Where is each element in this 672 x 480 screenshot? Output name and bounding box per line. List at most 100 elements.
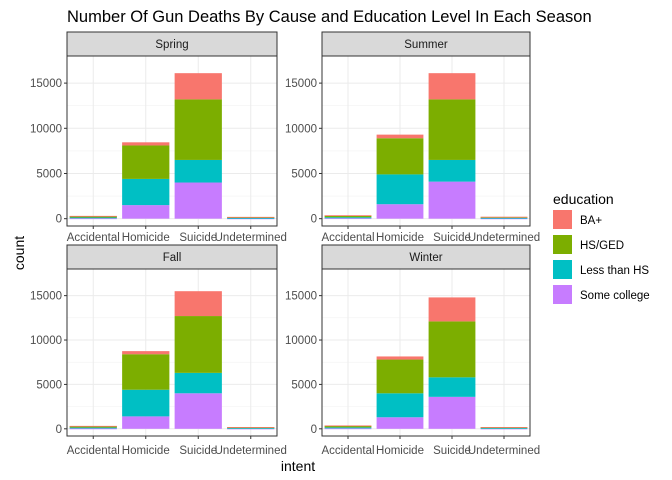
legend-key-ba- [553, 210, 572, 229]
facet-strip [66, 31, 278, 57]
bar-undetermined-less-than-hs [227, 428, 275, 429]
bar-accidental-ba- [324, 425, 372, 427]
bar-suicide-hs-ged [174, 316, 222, 373]
x-tick-label: Undetermined [215, 232, 287, 244]
bar-undetermined-some-college [480, 428, 528, 430]
bar-homicide-some-college [376, 417, 424, 429]
bar-homicide-hs-ged [376, 138, 424, 175]
facet-strip-label: Spring [155, 39, 188, 51]
bar-suicide-some-college [174, 393, 222, 429]
x-tick-label: Suicide [433, 445, 471, 457]
y-axis-label: count [11, 236, 27, 270]
bar-homicide-hs-ged [376, 359, 424, 394]
x-tick-label: Suicide [433, 232, 471, 244]
bar-accidental-some-college [324, 428, 372, 430]
bar-suicide-hs-ged [428, 321, 476, 378]
bar-suicide-some-college [174, 182, 222, 219]
bar-undetermined-some-college [227, 428, 275, 430]
panel-background [322, 56, 530, 226]
x-tick-label: Accidental [67, 445, 120, 457]
bar-homicide-some-college [122, 416, 170, 429]
bar-accidental-ba- [69, 215, 117, 217]
bar-undetermined-ba- [227, 216, 275, 218]
panel-border [321, 55, 531, 227]
y-tick-label: 5000 [36, 168, 62, 180]
legend-label: HS/GED [580, 240, 624, 252]
y-tick-label: 15000 [30, 291, 62, 303]
bar-undetermined-ba- [480, 427, 528, 428]
facet-panel-spring: Spring 0 5000 10000 15000 Accidental Homicide S… [30, 31, 287, 244]
bar-homicide-less-than-hs [376, 174, 424, 205]
x-tick-label: Suicide [179, 232, 217, 244]
bar-homicide-ba- [122, 142, 170, 146]
x-tick-label: Undetermined [215, 445, 287, 457]
bar-accidental-hs-ged [69, 216, 117, 218]
bar-accidental-ba- [324, 215, 372, 217]
y-tick-label: 15000 [285, 291, 317, 303]
bar-accidental-some-college [69, 428, 117, 430]
bar-suicide-ba- [428, 297, 476, 322]
bar-suicide-less-than-hs [428, 377, 476, 397]
legend-key-some-college [553, 285, 572, 304]
y-tick-label: 10000 [285, 123, 317, 135]
bar-suicide-hs-ged [174, 99, 222, 160]
facet-strip-label: Winter [409, 252, 442, 264]
x-tick-label: Accidental [321, 232, 374, 244]
bar-undetermined-less-than-hs [227, 217, 275, 219]
y-tick-label: 15000 [285, 78, 317, 90]
bar-accidental-less-than-hs [324, 427, 372, 429]
legend-label: Less than HS [580, 265, 649, 277]
legend-key-less-than-hs [553, 260, 572, 279]
x-tick-label: Undetermined [468, 445, 540, 457]
bar-suicide-less-than-hs [428, 159, 476, 182]
bar-undetermined-ba- [227, 427, 275, 428]
y-tick-label: 10000 [30, 335, 62, 347]
legend-label: BA+ [580, 215, 602, 227]
bar-undetermined-less-than-hs [480, 217, 528, 219]
bar-suicide-hs-ged [428, 99, 476, 160]
bar-accidental-some-college [324, 218, 372, 220]
facet-strip [66, 244, 278, 270]
bar-accidental-hs-ged [324, 215, 372, 218]
bar-undetermined-some-college [227, 218, 275, 220]
chart-title: Number Of Gun Deaths By Cause and Educat… [67, 8, 592, 26]
y-tick-label: 10000 [285, 335, 317, 347]
x-tick-label: Accidental [321, 445, 374, 457]
legend-title: education [553, 191, 614, 207]
bar-homicide-ba- [376, 134, 424, 139]
bar-suicide-ba- [174, 291, 222, 317]
x-axis-label: intent [281, 458, 315, 474]
panel-background [67, 269, 277, 436]
bar-suicide-ba- [174, 73, 222, 100]
bar-accidental-hs-ged [69, 426, 117, 428]
bar-homicide-less-than-hs [122, 389, 170, 417]
bar-accidental-less-than-hs [69, 427, 117, 429]
bar-accidental-hs-ged [324, 425, 372, 428]
panel-background [322, 269, 530, 436]
bar-homicide-hs-ged [122, 145, 170, 179]
bar-homicide-hs-ged [122, 354, 170, 390]
facet-panel-summer: Summer 0 5000 10000 15000 Accidental Homicide S… [285, 31, 540, 244]
panel-border [66, 55, 278, 227]
x-tick-label: Undetermined [468, 232, 540, 244]
y-tick-label: 0 [311, 214, 317, 226]
bar-undetermined-ba- [480, 216, 528, 218]
facet-strip-label: Summer [404, 39, 448, 51]
bar-suicide-some-college [428, 396, 476, 429]
y-tick-label: 5000 [291, 379, 317, 391]
legend-key-hs-ged [553, 235, 572, 254]
legend: education BA+ HS/GED Less than HS Some coll… [553, 191, 650, 304]
bar-suicide-less-than-hs [174, 372, 222, 394]
bar-homicide-some-college [122, 205, 170, 219]
facet-strip-label: Fall [163, 252, 182, 264]
bar-homicide-less-than-hs [376, 393, 424, 418]
y-tick-label: 0 [56, 424, 62, 436]
x-tick-label: Homicide [376, 232, 424, 244]
y-tick-label: 10000 [30, 123, 62, 135]
bar-undetermined-less-than-hs [480, 428, 528, 429]
bar-homicide-ba- [376, 356, 424, 360]
facet-strip [321, 31, 531, 57]
panel-border [321, 268, 531, 437]
